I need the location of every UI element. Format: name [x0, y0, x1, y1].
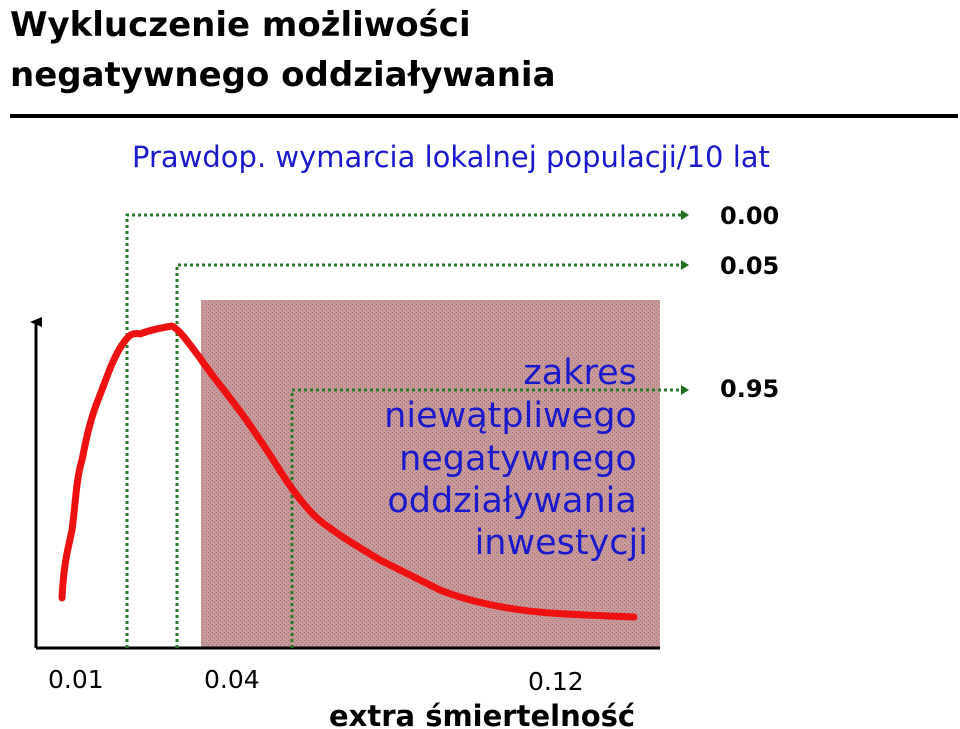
title-divider	[10, 114, 958, 118]
zone-label-line-1: zakres	[523, 353, 636, 393]
guide-line-0-05	[175, 260, 689, 648]
guide-line-0-00	[125, 210, 689, 648]
zone-label-line-4: oddziaływania	[387, 481, 636, 521]
zone-label-line-5: inwestycji	[475, 523, 648, 563]
x-tick-label-0-04: 0.04	[204, 665, 260, 694]
zone-label: zakres niewątpliwego negatywnego oddział…	[384, 353, 648, 563]
zone-label-line-3: negatywnego	[399, 439, 637, 479]
negative-impact-zone	[201, 300, 660, 648]
x-tick-label-0-01: 0.01	[48, 665, 104, 694]
guide-line-0-95	[290, 385, 689, 648]
slide-title-line-1: Wykluczenie możliwości	[10, 5, 471, 45]
mortality-distribution-curve	[58, 322, 638, 621]
probability-label-0-05: 0.05	[720, 252, 779, 280]
slide-title-line-2: negatywnego oddziaływania	[10, 55, 556, 95]
probability-label-0-95: 0.95	[720, 375, 779, 403]
zone-label-line-2: niewątpliwego	[384, 396, 637, 436]
slide-title: Wykluczenie możliwości negatywnego oddzi…	[10, 0, 556, 100]
diagram-subtitle: Prawdop. wymarcia lokalnej populacji/10 …	[132, 140, 770, 174]
x-axis-label: extra śmiertelność	[329, 699, 635, 729]
x-tick-label-0-12: 0.12	[528, 667, 584, 696]
probability-label-0-00: 0.00	[720, 202, 779, 230]
